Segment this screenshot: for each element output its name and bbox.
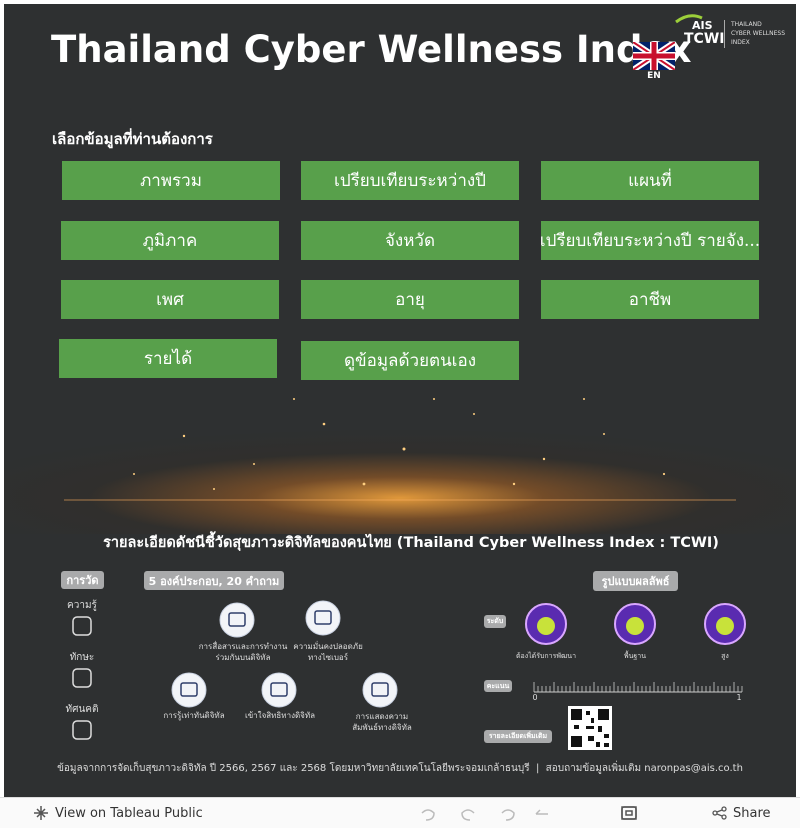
level-face — [537, 617, 555, 635]
measure-label: การวัด — [61, 571, 104, 589]
icon-glyph — [314, 610, 332, 625]
measure-icon — [72, 616, 92, 636]
menu-button[interactable]: ดูข้อมูลด้วยตนเอง — [301, 341, 519, 380]
stars — [64, 398, 736, 501]
logo-swoosh — [675, 14, 703, 24]
menu-button[interactable]: อาชีพ — [541, 280, 759, 319]
score-max: 1 — [736, 693, 742, 702]
share-icon[interactable] — [712, 806, 728, 820]
tagline-line: THAILAND — [731, 21, 762, 28]
logo-brand: AIS — [692, 19, 713, 32]
icon-circle — [219, 602, 255, 638]
tableau-icon — [34, 806, 48, 820]
icon-shape — [72, 668, 92, 688]
level-item: สูง — [721, 652, 729, 660]
menu-button[interactable]: เปรียบเทียบระหว่างปี — [301, 161, 519, 200]
tagline-line: CYBER WELLNESS — [731, 30, 786, 37]
component-item: การสื่อสารและการทำงานร่วมกันบนดิจิทัล — [198, 642, 288, 662]
level-item: พื้นฐาน — [624, 652, 646, 660]
component-item: การรู้เท่าทันดิจิทัล — [163, 711, 225, 720]
icon-circle — [305, 600, 341, 636]
component-icon — [362, 672, 398, 708]
icon-glyph — [270, 682, 288, 697]
level-label: ระดับ — [484, 615, 506, 628]
icon-circle — [171, 672, 207, 708]
menu-button[interactable]: จังหวัด — [301, 221, 519, 260]
menu-button[interactable]: เปรียบเทียบระหว่างปี รายจัง... — [541, 221, 759, 260]
component-icon — [219, 602, 255, 638]
title: Thailand Cyber Wellness Index — [51, 28, 692, 71]
menu-button[interactable]: รายได้ — [59, 339, 277, 378]
language: EN — [647, 71, 661, 81]
toolbar: View on Tableau Public Share — [0, 797, 800, 828]
component-item: การแสดงความสัมพันธ์ทางดิจิทัล — [352, 712, 412, 732]
icon-circle — [362, 672, 398, 708]
results-label: รูปแบบผลลัพธ์ — [593, 571, 678, 591]
component-item: ความมั่นคงปลอดภัยทางไซเบอร์ — [293, 642, 363, 662]
icon-shape — [72, 616, 92, 636]
level-icon — [704, 603, 746, 645]
level-item: ต้องได้รับการพัฒนา — [515, 652, 577, 660]
icon-glyph — [228, 612, 246, 627]
share-button[interactable]: Share — [733, 806, 771, 821]
component-icon — [171, 672, 207, 708]
menu-prompt: เลือกข้อมูลที่ท่านต้องการ — [52, 130, 213, 148]
logo-tagline: THAILAND CYBER WELLNESS INDEX — [731, 20, 785, 47]
dashboard: Thailand Cyber Wellness Index EN AIS TCW… — [4, 4, 796, 797]
level-icon — [525, 603, 567, 645]
menu-button[interactable]: แผนที่ — [541, 161, 759, 200]
details-title: รายละเอียดดัชนีชี้วัดสุขภาวะดิจิทัลของคน… — [103, 535, 719, 551]
toolbar-icons[interactable] — [418, 805, 658, 823]
component-item: เข้าใจสิทธิทางดิจิทัล — [244, 711, 316, 720]
menu-button[interactable]: อายุ — [301, 280, 519, 319]
measure-item: ทัศนคติ — [65, 704, 99, 715]
more-label: รายละเอียดเพิ่มเติม — [484, 730, 552, 743]
level-face — [716, 617, 734, 635]
score-scale — [533, 682, 743, 693]
menu-button[interactable]: ภาพรวม — [62, 161, 280, 200]
icon-glyph — [180, 682, 198, 697]
icon-shape — [72, 720, 92, 740]
icon-glyph — [371, 682, 389, 697]
measure-icon — [72, 668, 92, 688]
logo-divider — [724, 20, 725, 48]
level-icon — [614, 603, 656, 645]
logo-name: TCWI — [684, 31, 725, 47]
component-icon — [261, 672, 297, 708]
menu-button[interactable]: ภูมิภาค — [61, 221, 279, 260]
source: ข้อมูลจากการจัดเก็บสุขภาวะดิจิทัล ปี 256… — [57, 763, 743, 774]
score-min: 0 — [532, 693, 538, 702]
measure-item: ความรู้ — [67, 600, 97, 611]
measure-icon — [72, 720, 92, 740]
icon-circle — [261, 672, 297, 708]
view-link[interactable]: View on Tableau Public — [55, 806, 203, 821]
level-face — [626, 617, 644, 635]
score-label: คะแนน — [484, 680, 512, 692]
tagline-line: INDEX — [731, 39, 750, 46]
component-icon — [305, 600, 341, 636]
measure-item: ทักษะ — [69, 652, 95, 663]
components-label: 5 องค์ประกอบ, 20 คำถาม — [144, 571, 284, 590]
flag-en[interactable] — [633, 42, 675, 70]
menu-button[interactable]: เพศ — [61, 280, 279, 319]
qr-code[interactable] — [568, 706, 612, 750]
